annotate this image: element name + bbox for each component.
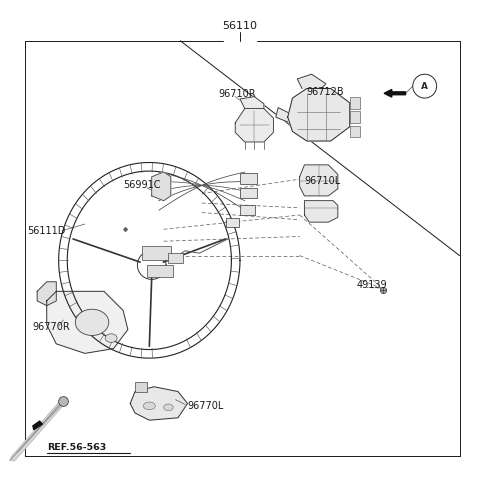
Polygon shape [297,74,326,89]
Text: 56111D: 56111D [28,226,66,236]
Bar [226,218,239,227]
Text: 96710R: 96710R [218,89,256,99]
Polygon shape [47,291,128,353]
Bar [240,174,257,184]
Ellipse shape [105,334,117,342]
Text: 56991C: 56991C [123,180,161,190]
Ellipse shape [75,309,109,336]
Polygon shape [240,96,264,109]
Text: 96710L: 96710L [304,176,341,186]
Bar [147,265,173,277]
Ellipse shape [164,404,173,411]
Polygon shape [152,172,171,201]
Text: A: A [421,82,428,91]
Bar [168,253,183,263]
Polygon shape [300,165,338,196]
Bar [240,188,257,198]
Text: 56110: 56110 [223,22,257,31]
Bar [142,246,171,260]
Text: REF.56-563: REF.56-563 [47,443,106,452]
Polygon shape [288,89,350,141]
Bar [135,382,147,392]
Bar [350,126,360,137]
Polygon shape [235,109,274,142]
Text: 96712B: 96712B [307,88,345,97]
Polygon shape [276,108,288,122]
Bar [240,206,255,215]
Text: 96770L: 96770L [188,401,224,411]
Polygon shape [37,282,56,306]
Text: 96770R: 96770R [33,322,70,332]
Bar [350,111,360,123]
Bar [350,97,360,109]
Text: 49139: 49139 [357,280,387,290]
Ellipse shape [144,402,156,410]
Polygon shape [384,90,406,97]
Polygon shape [33,421,42,430]
Polygon shape [130,387,188,420]
Polygon shape [304,201,338,222]
